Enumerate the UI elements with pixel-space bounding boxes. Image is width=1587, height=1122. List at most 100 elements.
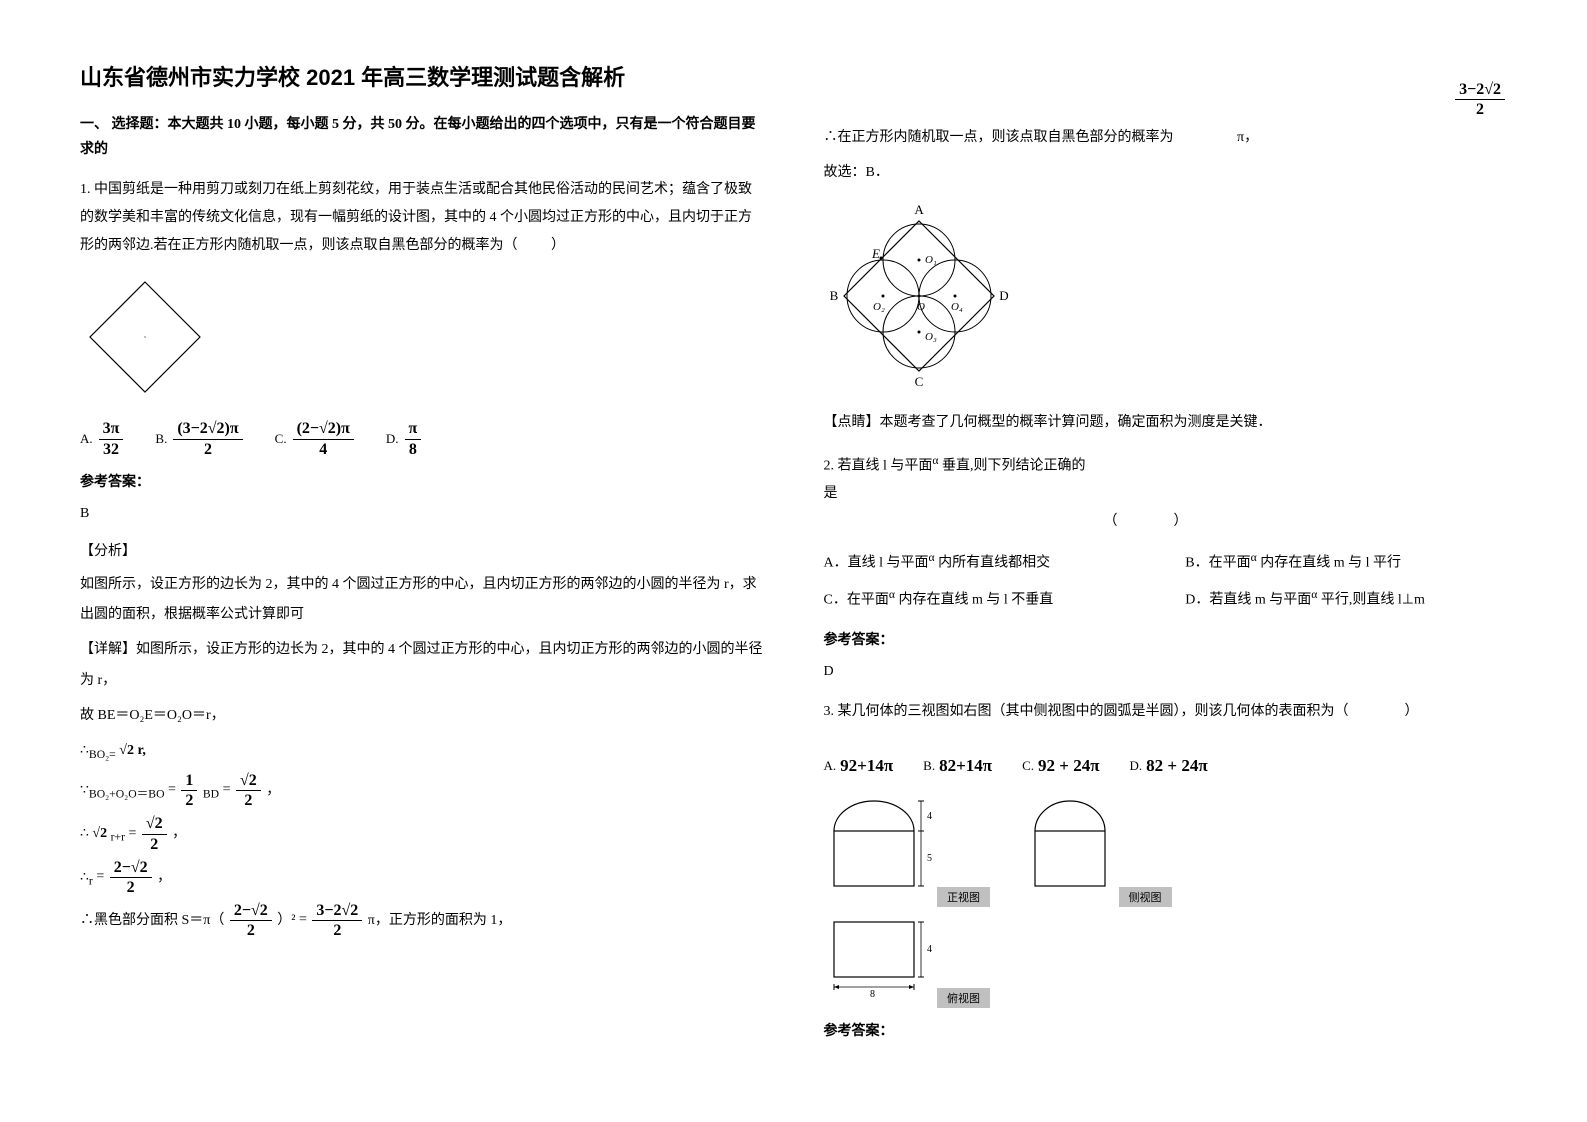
q1-figure bbox=[80, 272, 764, 407]
label-o2: O₂ bbox=[873, 301, 885, 313]
side-view: 侧视图 bbox=[1020, 796, 1172, 907]
comma: ， bbox=[157, 870, 171, 885]
eq: = bbox=[168, 775, 176, 806]
q1-options: A. 3π 32 B. (3−2√2)π 2 C. (2−√2)π 4 bbox=[80, 419, 764, 458]
q2-paren: （ ） bbox=[1104, 514, 1188, 529]
q1-labeled-diagram: A B C D E O₁ O₂ O₃ O₄ O bbox=[824, 201, 1508, 396]
q2-answer: D bbox=[824, 657, 1508, 688]
frac: 1 2 bbox=[181, 771, 197, 810]
bd: BD bbox=[203, 788, 219, 801]
q3-options: A. 92+14π B. 82+14π C. 92 + 24π D. 82 + … bbox=[824, 756, 1508, 776]
val: 92 + 24π bbox=[1038, 756, 1100, 776]
q1-opt-b: B. (3−2√2)π 2 bbox=[155, 419, 244, 458]
eq: = bbox=[299, 905, 307, 936]
page-title: 山东省德州市实力学校 2021 年高三数学理测试题含解析 bbox=[80, 60, 764, 92]
q1-text: 1. 中国剪纸是一种用剪刀或刻刀在纸上剪刻花纹，用于装点生活或配合其他民俗活动的… bbox=[80, 176, 764, 260]
val: √2 r, bbox=[119, 743, 146, 758]
frac: 3π 32 bbox=[99, 419, 124, 458]
side-label: 侧视图 bbox=[1119, 887, 1172, 907]
col2-line2: 故选：B． bbox=[824, 158, 1508, 189]
col2-prob-frac: 3−2√2 2 bbox=[824, 80, 1508, 119]
front-label: 正视图 bbox=[937, 887, 990, 907]
q1-key: 【点睛】本题考查了几何概型的概率计算问题，确定面积为测度是关键． bbox=[824, 408, 1508, 439]
sub: r+r bbox=[111, 831, 125, 844]
q3-opt-b: B. 82+14π bbox=[923, 756, 992, 776]
comma: ， bbox=[172, 826, 186, 841]
opt-label: A. bbox=[80, 431, 93, 447]
three-views: 5 4 正视图 侧视图 bbox=[824, 796, 1508, 1008]
answer-label: 参考答案： bbox=[80, 471, 764, 491]
lhs: BO₂+O₂O＝BO bbox=[89, 788, 165, 801]
q2-opt-a: A．直线 l 与平面α 内所有直线都相交 bbox=[824, 544, 1146, 580]
svg-text:5: 5 bbox=[927, 853, 932, 864]
q1-opt-c: C. (2−√2)π 4 bbox=[275, 419, 356, 458]
section-1-header: 一、 选择题：本大题共 10 小题，每小题 5 分，共 50 分。在每小题给出的… bbox=[80, 112, 764, 162]
answer-label-3: 参考答案： bbox=[824, 1020, 1508, 1040]
q1-analysis-1: 如图所示，设正方形的边长为 2，其中的 4 个圆过正方形的中心，且内切正方形的两… bbox=[80, 570, 764, 632]
q2-b: 垂直,则下列结论正确的 bbox=[942, 458, 1086, 473]
svg-text:4: 4 bbox=[927, 811, 932, 822]
pre: ∴黑色部分面积 S＝π（ bbox=[80, 913, 224, 928]
suf: π， bbox=[1237, 130, 1258, 145]
eq: = bbox=[223, 775, 231, 806]
frac: 2−√2 2 bbox=[230, 901, 272, 940]
q1-answer: B bbox=[80, 499, 764, 530]
pre: ∴ bbox=[80, 870, 89, 885]
opt-label: D. bbox=[386, 431, 399, 447]
q1-detail-3: ∵BO₂+O₂O＝BO = 1 2 BD = √2 2 ， bbox=[80, 771, 764, 810]
top-label: 俯视图 bbox=[937, 988, 990, 1008]
r: r bbox=[89, 874, 93, 887]
q2-a: 2. 若直线 l 与平面 bbox=[824, 458, 933, 473]
pre: ∴在正方形内随机取一点，则该点取自黑色部分的概率为 bbox=[824, 130, 1174, 145]
q1-detail-1: 故 BE＝O₂E＝O₂O＝r， bbox=[80, 701, 764, 732]
pre: ∴ bbox=[80, 826, 89, 841]
label-e: E bbox=[871, 246, 880, 261]
q1-detail-label: 【详解】如图所示，设正方形的边长为 2，其中的 4 个圆过正方形的中心，且内切正… bbox=[80, 635, 764, 697]
top-view: 4 8 俯视图 bbox=[824, 917, 991, 1008]
frac: (3−2√2)π 2 bbox=[173, 419, 242, 458]
svg-text:8: 8 bbox=[870, 989, 875, 1000]
q2-opt-b: B．在平面α 内存在直线 m 与 l 平行 bbox=[1185, 544, 1507, 580]
q1-paren: ） bbox=[551, 238, 565, 253]
q3-opt-a: A. 92+14π bbox=[824, 756, 894, 776]
frac: √2 2 bbox=[236, 771, 261, 810]
label-c: C bbox=[914, 374, 923, 389]
q1-detail-4: ∴ √2 r+r = √2 2 ， bbox=[80, 814, 764, 853]
frac: 3−2√2 2 bbox=[312, 901, 362, 940]
val: 82 + 24π bbox=[1146, 756, 1208, 776]
label-o: O bbox=[917, 301, 925, 313]
pre: ∴ bbox=[80, 743, 89, 758]
q2-text: 2. 若直线 l 与平面α 垂直,则下列结论正确的 是 （ ） bbox=[824, 449, 1508, 537]
val: 92+14π bbox=[840, 756, 893, 776]
analysis-label: 【分析】 bbox=[80, 540, 764, 560]
q1-opt-d: D. π 8 bbox=[386, 419, 423, 458]
svg-text:4: 4 bbox=[927, 944, 932, 955]
q2-opt-d: D．若直线 m 与平面α 平行,则直线 l⊥m bbox=[1185, 581, 1507, 617]
front-view: 5 4 正视图 bbox=[824, 796, 991, 907]
q1-detail-2: ∴BO₂= √2 r, bbox=[80, 736, 764, 767]
opt-label: C. bbox=[275, 431, 287, 447]
label-o1: O₁ bbox=[925, 254, 937, 266]
col2-line1: ∴在正方形内随机取一点，则该点取自黑色部分的概率为 π， bbox=[824, 123, 1508, 154]
q3-opt-c: C. 92 + 24π bbox=[1022, 756, 1099, 776]
q1-opt-a: A. 3π 32 bbox=[80, 419, 125, 458]
q1-body: 1. 中国剪纸是一种用剪刀或刻刀在纸上剪刻花纹，用于装点生活或配合其他民俗活动的… bbox=[80, 182, 752, 253]
frac: (2−√2)π 4 bbox=[293, 419, 354, 458]
q1-detail-6: ∴黑色部分面积 S＝π（ 2−√2 2 ）² = 3−2√2 2 π，正方形的面… bbox=[80, 901, 764, 940]
frac: π 8 bbox=[405, 419, 422, 458]
opt-label: B. bbox=[155, 431, 167, 447]
q2-options: A．直线 l 与平面α 内所有直线都相交 B．在平面α 内存在直线 m 与 l … bbox=[824, 544, 1508, 617]
comma: ， bbox=[266, 783, 280, 798]
label-o4: O₄ bbox=[951, 301, 963, 313]
mid: ）² bbox=[277, 913, 295, 928]
eq: = bbox=[96, 862, 104, 893]
val: 82+14π bbox=[939, 756, 992, 776]
q3-text: 3. 某几何体的三视图如右图（其中侧视图中的圆弧是半圆），则该几何体的表面积为（… bbox=[824, 698, 1508, 726]
frac: √2 2 bbox=[142, 814, 167, 853]
q1-detail-5: ∴r = 2−√2 2 ， bbox=[80, 858, 764, 897]
sqrt2: √2 bbox=[92, 826, 107, 841]
frac: 3−2√2 2 bbox=[1455, 80, 1505, 119]
eq: = bbox=[128, 819, 136, 850]
bo2: BO₂= bbox=[89, 747, 116, 760]
label-d: D bbox=[999, 288, 1008, 303]
